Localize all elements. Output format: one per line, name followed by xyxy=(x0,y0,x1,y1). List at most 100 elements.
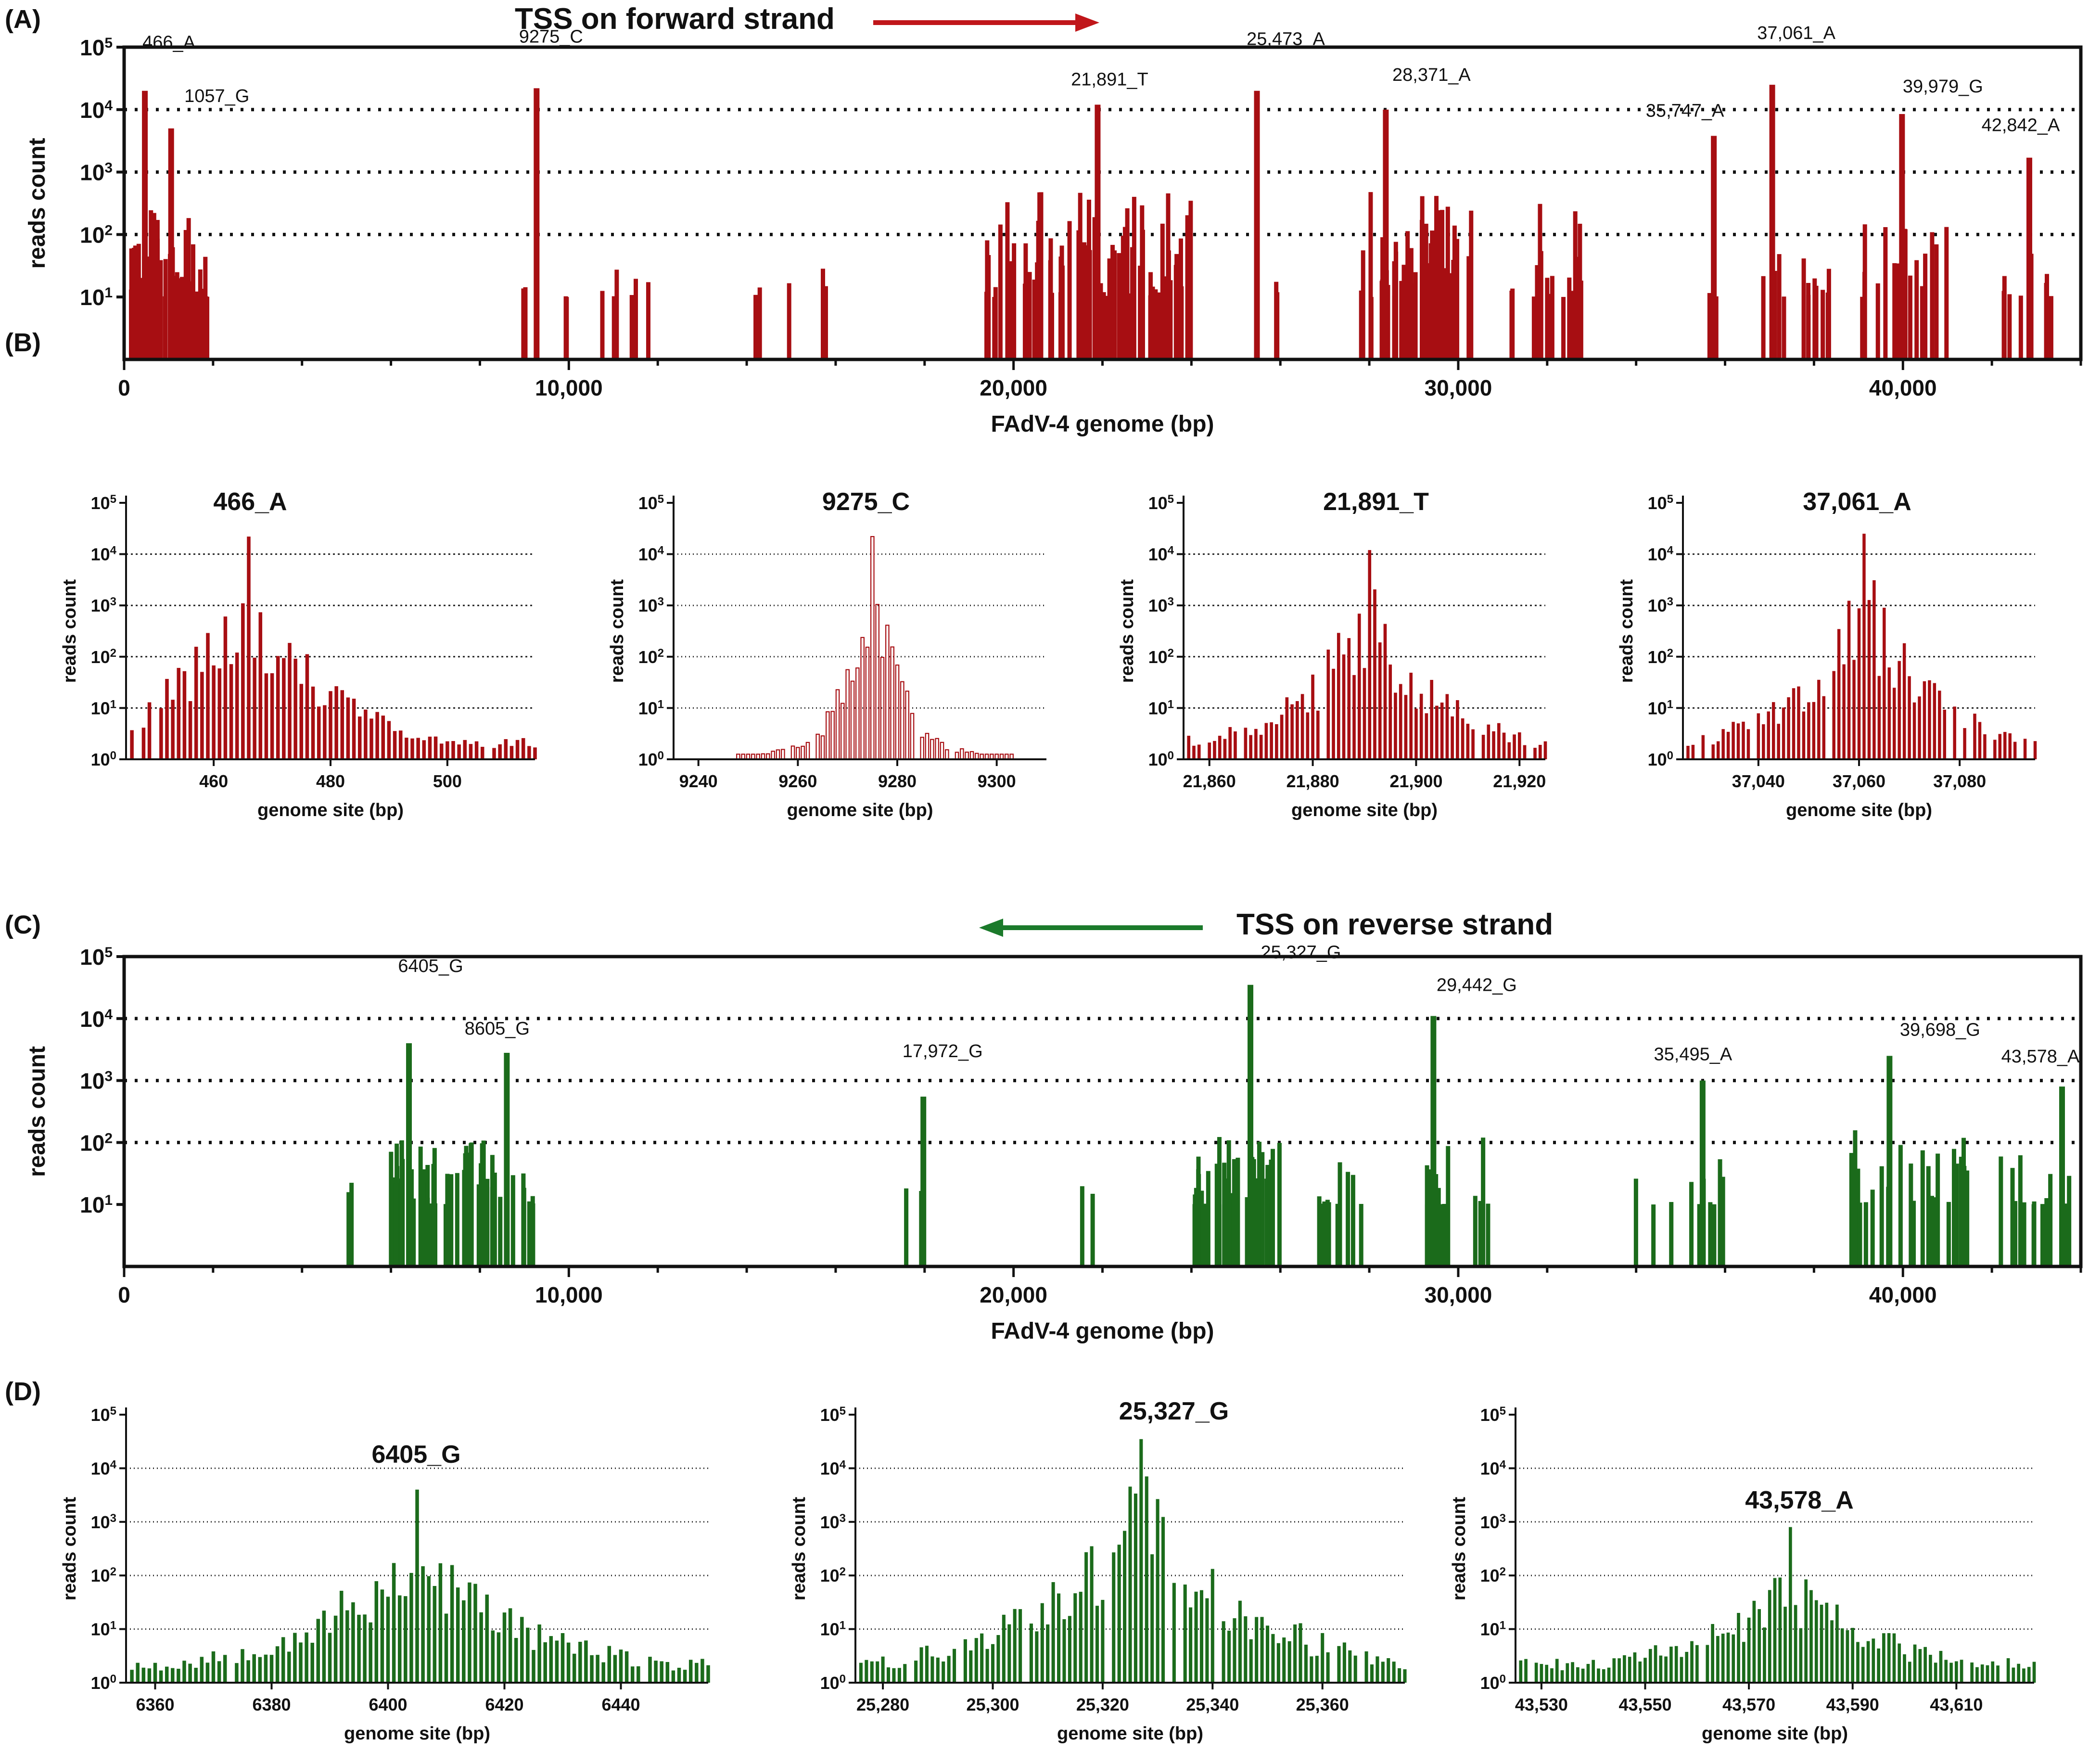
bar xyxy=(660,1661,663,1683)
bar xyxy=(1933,683,1936,759)
bar xyxy=(422,740,426,759)
bar xyxy=(1186,284,1191,359)
bar xyxy=(1156,1499,1159,1683)
bar xyxy=(1960,1660,1963,1683)
bar xyxy=(1217,1137,1222,1266)
bar xyxy=(945,749,949,760)
bar xyxy=(1222,1621,1225,1683)
bar xyxy=(796,747,800,760)
bar xyxy=(1732,1634,1735,1683)
bar xyxy=(1695,1645,1699,1683)
bar xyxy=(163,296,167,359)
bar xyxy=(199,289,204,359)
bar xyxy=(1057,1593,1061,1683)
bar xyxy=(607,1646,611,1683)
bar xyxy=(369,1622,372,1683)
bar xyxy=(386,1597,390,1683)
bar xyxy=(1095,1606,1099,1683)
bar xyxy=(1277,1143,1282,1266)
bar xyxy=(1920,1150,1925,1266)
bar xyxy=(2027,1667,2031,1683)
bar xyxy=(1513,734,1516,759)
bar xyxy=(1920,286,1924,359)
x-tick-label: 480 xyxy=(316,771,345,791)
x-tick-label: 21,880 xyxy=(1287,771,1339,791)
bar xyxy=(1975,1667,1979,1683)
x-tick-label: 9280 xyxy=(878,771,917,791)
bar xyxy=(188,1663,192,1683)
bar xyxy=(165,1666,169,1683)
bar xyxy=(1707,293,1712,359)
bar xyxy=(859,1662,863,1683)
bar xyxy=(1407,296,1412,359)
bar xyxy=(520,1617,524,1683)
forward-strand-title: TSS on forward strand xyxy=(515,2,835,36)
bar xyxy=(510,746,514,759)
bar xyxy=(1623,1655,1626,1683)
bar xyxy=(2006,1658,2010,1683)
x-tick-label: 6440 xyxy=(601,1695,640,1714)
y-tick-label: 100 xyxy=(91,1673,116,1693)
y-tick-label: 101 xyxy=(1148,698,1174,718)
bar xyxy=(1084,1552,1088,1683)
y-tick-label: 104 xyxy=(80,1006,113,1032)
bar xyxy=(1862,272,1867,359)
bar xyxy=(2013,1201,2018,1266)
y-tick-label: 105 xyxy=(91,1405,116,1425)
bar xyxy=(1160,223,1165,359)
y-tick-label: 100 xyxy=(1148,749,1174,770)
bar xyxy=(1697,1204,1702,1266)
x-axis-label: genome site (bp) xyxy=(1057,1724,1203,1744)
peak-label: 35,747_A xyxy=(1646,101,1724,121)
bar xyxy=(1078,192,1083,359)
bar xyxy=(1718,1159,1722,1266)
bar xyxy=(870,536,875,760)
bar xyxy=(2003,732,2007,759)
bar xyxy=(473,1584,477,1683)
bar xyxy=(1690,1641,1694,1683)
bar xyxy=(1381,1662,1385,1683)
bar xyxy=(258,1657,262,1683)
chart-panel-d-25327-g: 100 101 102 103 104 105 25,280 25,300 25,320 25,3… xyxy=(789,1397,1407,1744)
bar xyxy=(1607,1667,1611,1683)
bar xyxy=(159,1670,163,1683)
x-tick-label: 43,610 xyxy=(1930,1695,1983,1714)
bar xyxy=(1761,276,1766,359)
bar xyxy=(147,702,152,759)
bar xyxy=(845,669,850,760)
bar xyxy=(1898,1145,1903,1266)
bar xyxy=(1447,273,1452,359)
bar xyxy=(432,1148,437,1266)
bar xyxy=(1388,665,1392,759)
bar xyxy=(614,269,619,359)
bar xyxy=(270,673,274,759)
bar xyxy=(1685,1651,1689,1683)
bar xyxy=(1877,1648,1880,1683)
bar xyxy=(596,1655,599,1683)
bar xyxy=(1168,280,1173,359)
peak-bar xyxy=(2059,1087,2065,1266)
y-tick-label: 100 xyxy=(1480,1673,1506,1693)
bar xyxy=(2012,1667,2015,1683)
bar xyxy=(410,738,414,759)
bar xyxy=(1895,285,1899,359)
bar xyxy=(357,1614,361,1683)
bar xyxy=(1949,1662,1953,1683)
bar xyxy=(1255,1178,1260,1266)
bar xyxy=(1918,696,1921,759)
peak-label: 43,578_A xyxy=(2001,1047,2080,1067)
peak-bar xyxy=(142,90,148,359)
bar xyxy=(860,637,865,760)
bar xyxy=(282,658,286,759)
bar xyxy=(1440,283,1445,359)
bar xyxy=(427,1576,431,1683)
bar xyxy=(1862,534,1866,759)
bar xyxy=(2001,291,2006,359)
bar xyxy=(1669,1202,1674,1266)
reverse-strand-title: TSS on reverse strand xyxy=(1236,908,1553,941)
bar xyxy=(328,1633,332,1683)
bar xyxy=(1938,690,1941,759)
bar xyxy=(1716,1636,1720,1683)
bar xyxy=(281,1637,285,1683)
bar xyxy=(1689,1182,1694,1266)
